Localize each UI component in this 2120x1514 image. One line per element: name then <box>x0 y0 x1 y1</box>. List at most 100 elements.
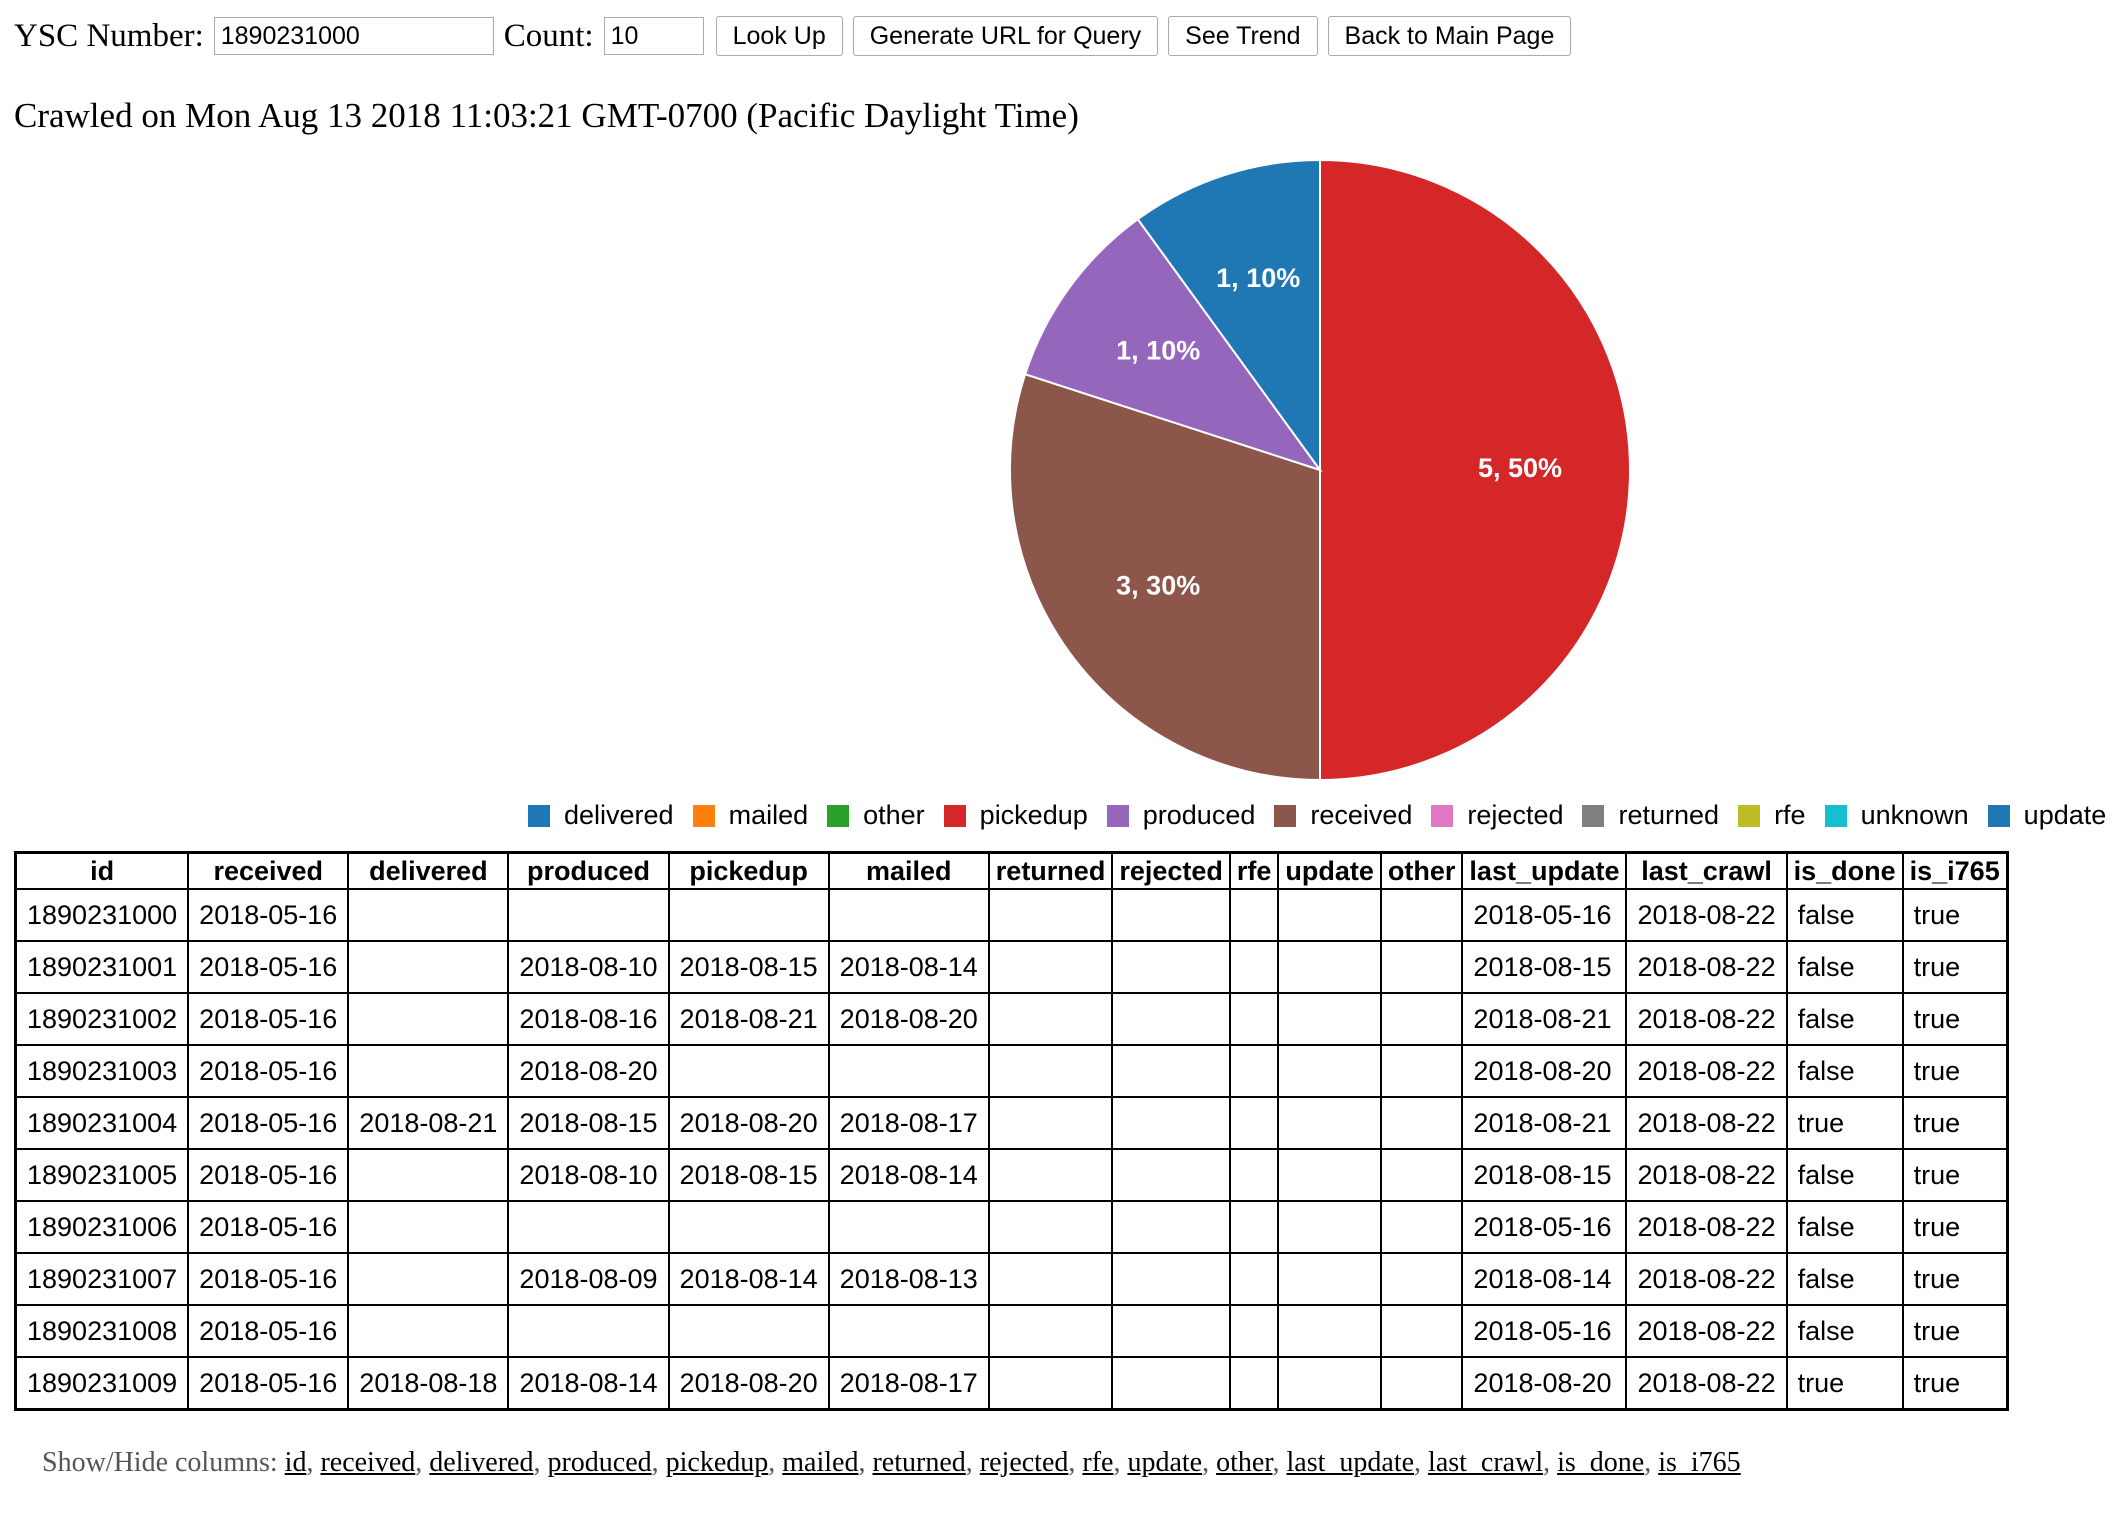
cell-last_update: 2018-05-16 <box>1461 888 1628 942</box>
cell-last_crawl: 2018-08-22 <box>1625 992 1788 1046</box>
toggle-column-id[interactable]: id <box>284 1447 307 1478</box>
cell-returned <box>987 1148 1114 1202</box>
cell-produced <box>507 1304 670 1358</box>
cell-is_i765: true <box>1901 1252 2009 1306</box>
pie-slice-produced <box>1023 217 1323 472</box>
toggle-column-is_done[interactable]: is_done <box>1557 1447 1645 1478</box>
legend-swatch <box>1824 804 1847 827</box>
cell-produced <box>507 1200 670 1254</box>
cell-is_i765: true <box>1901 888 2009 942</box>
legend-label: returned <box>1618 800 1720 830</box>
cell-is_done: false <box>1785 1252 1904 1306</box>
cell-mailed <box>827 1044 990 1098</box>
back-to-main-button[interactable]: Back to Main Page <box>1327 16 1572 56</box>
cell-received: 2018-05-16 <box>187 1148 350 1202</box>
look-up-button[interactable]: Look Up <box>715 16 843 56</box>
generate-url-button[interactable]: Generate URL for Query <box>852 16 1159 56</box>
cell-produced: 2018-08-15 <box>507 1096 670 1150</box>
table-row: 1890231005 2018-05-16 2018-08-10 2018-08-15… <box>14 1148 2009 1202</box>
cell-is_i765: true <box>1901 1148 2009 1202</box>
toggle-column-pickedup[interactable]: pickedup <box>665 1447 769 1478</box>
legend-label: received <box>1310 800 1413 830</box>
cell-delivered <box>347 1148 510 1202</box>
legend-item-mailed: mailed <box>692 800 808 831</box>
legend-item-produced: produced <box>1106 800 1255 831</box>
toggle-column-mailed[interactable]: mailed <box>782 1447 859 1478</box>
cell-pickedup <box>667 1044 830 1098</box>
toggle-column-last_crawl[interactable]: last_crawl <box>1428 1447 1544 1478</box>
toggle-column-last_update[interactable]: last_update <box>1286 1447 1415 1478</box>
cell-rejected <box>1111 1200 1231 1254</box>
cell-mailed <box>827 888 990 942</box>
cell-delivered <box>347 940 510 994</box>
cell-rejected <box>1111 1096 1231 1150</box>
ysc-number-input[interactable] <box>213 17 494 55</box>
cell-update <box>1277 1200 1382 1254</box>
legend-item-rfe: rfe <box>1738 800 1806 831</box>
legend-swatch <box>1738 804 1761 827</box>
cell-returned <box>987 1044 1114 1098</box>
toggle-column-produced[interactable]: produced <box>547 1447 652 1478</box>
cell-last_update: 2018-08-20 <box>1461 1044 1628 1098</box>
legend-item-update: update <box>1987 800 2106 831</box>
toggle-column-delivered[interactable]: delivered <box>429 1447 534 1478</box>
cell-rfe <box>1228 992 1280 1046</box>
cell-pickedup: 2018-08-20 <box>667 1356 830 1411</box>
cell-rejected <box>1111 1356 1231 1411</box>
column-header-is_done: is_done <box>1786 852 1904 890</box>
cell-rejected <box>1111 888 1231 942</box>
cell-produced: 2018-08-16 <box>507 992 670 1046</box>
cell-is_i765: true <box>1901 1356 2009 1411</box>
cell-returned <box>987 1252 1114 1306</box>
table-row: 1890231002 2018-05-16 2018-08-16 2018-08-21… <box>14 992 2009 1046</box>
cell-pickedup <box>667 1200 830 1254</box>
pie-slice-pickedup <box>1319 160 1630 780</box>
legend-swatch <box>1274 804 1297 827</box>
toggle-column-is_i765[interactable]: is_i765 <box>1658 1447 1741 1478</box>
cell-is_done: false <box>1785 888 1904 942</box>
cell-received: 2018-05-16 <box>187 1096 350 1150</box>
cell-produced: 2018-08-14 <box>507 1356 670 1411</box>
cell-id: 1890231005 <box>14 1148 190 1202</box>
cell-pickedup: 2018-08-20 <box>667 1096 830 1150</box>
cell-delivered: 2018-08-21 <box>347 1096 510 1150</box>
cell-rejected <box>1111 992 1231 1046</box>
cell-update <box>1277 1096 1382 1150</box>
toggle-column-returned[interactable]: returned <box>872 1447 966 1478</box>
cell-update <box>1277 1252 1382 1306</box>
cell-produced: 2018-08-10 <box>507 940 670 994</box>
cell-id: 1890231000 <box>14 888 190 942</box>
cell-other <box>1379 1148 1464 1202</box>
cell-last_crawl: 2018-08-22 <box>1625 1252 1788 1306</box>
cell-mailed: 2018-08-14 <box>827 940 990 994</box>
toggle-column-other[interactable]: other <box>1216 1447 1273 1478</box>
cell-rfe <box>1228 940 1280 994</box>
legend-item-rejected: rejected <box>1431 800 1563 831</box>
cell-is_done: false <box>1785 1148 1904 1202</box>
legend-item-returned: returned <box>1582 800 1719 831</box>
see-trend-button[interactable]: See Trend <box>1168 16 1318 56</box>
legend-swatch <box>528 804 550 827</box>
count-input[interactable] <box>603 17 704 55</box>
cell-received: 2018-05-16 <box>187 992 350 1046</box>
cell-returned <box>987 1356 1114 1411</box>
cell-pickedup: 2018-08-15 <box>667 1148 830 1202</box>
cell-other <box>1379 888 1464 942</box>
column-header-mailed: mailed <box>828 852 990 890</box>
cell-last_update: 2018-08-21 <box>1461 992 1628 1046</box>
cell-produced <box>507 888 670 942</box>
cell-last_update: 2018-05-16 <box>1461 1200 1628 1254</box>
legend-item-other: other <box>827 800 925 831</box>
toggle-column-update[interactable]: update <box>1127 1447 1203 1478</box>
toggle-column-received[interactable]: received <box>320 1447 416 1478</box>
crawled-timestamp: Crawled on Mon Aug 13 2018 11:03:21 GMT-… <box>14 96 1079 135</box>
cell-rfe <box>1228 1096 1280 1150</box>
cell-other <box>1379 1356 1464 1411</box>
table-row: 1890231001 2018-05-16 2018-08-10 2018-08-15… <box>14 940 2009 994</box>
cell-returned <box>987 888 1114 942</box>
cases-table: id received delivered produced pickedup maile… <box>14 851 2009 1411</box>
column-header-is_i765: is_i765 <box>1902 852 2009 890</box>
toggle-column-rejected[interactable]: rejected <box>979 1447 1069 1478</box>
toggle-column-rfe[interactable]: rfe <box>1082 1447 1114 1478</box>
column-header-received: received <box>188 852 350 890</box>
